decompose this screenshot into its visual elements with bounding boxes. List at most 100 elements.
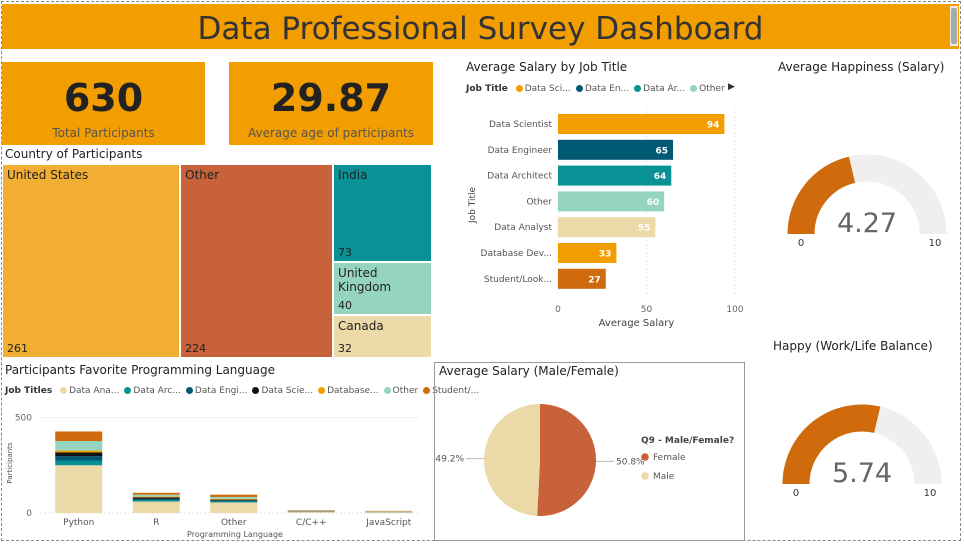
- kpi-label: Average age of participants: [247, 126, 415, 140]
- x-category-label: JavaScript: [365, 518, 412, 528]
- programming-language-title: Participants Favorite Programming Langua…: [5, 363, 275, 377]
- job-title-legend[interactable]: Job Title Data Sci... Data En... Data Ar..…: [466, 84, 725, 94]
- treemap-tile-value: 224: [185, 342, 207, 355]
- x-category-label: Other: [221, 518, 247, 528]
- stack-segment[interactable]: [132, 496, 180, 498]
- y-tick-label: 0: [26, 509, 32, 519]
- treemap-tile-label: Canada: [338, 319, 384, 334]
- dashboard-title: Data Professional Survey Dashboard: [197, 11, 764, 47]
- gauge-max-label: 10: [924, 488, 937, 499]
- x-axis-label: Programming Language: [187, 530, 283, 539]
- legend-swatch: [383, 387, 391, 394]
- legend-item-label[interactable]: Data Sci...: [524, 84, 571, 94]
- legend-item-label[interactable]: Data Engi...: [194, 386, 248, 396]
- stack-segment[interactable]: [365, 512, 413, 513]
- bar[interactable]: [558, 217, 656, 238]
- stack-segment[interactable]: [55, 465, 103, 513]
- stack-segment[interactable]: [132, 497, 180, 499]
- kpi-card-average-age[interactable]: 29.87 Average age of participants: [229, 62, 433, 145]
- gauge-fill[interactable]: [782, 404, 881, 485]
- stack-segment[interactable]: [210, 499, 258, 501]
- bar[interactable]: [558, 191, 665, 212]
- stack-segment[interactable]: [132, 498, 180, 501]
- legend-swatch: [423, 387, 431, 394]
- stack-segment[interactable]: [210, 496, 258, 499]
- happiness-salary-gauge[interactable]: 4.27 0 10: [770, 130, 964, 255]
- treemap-tile[interactable]: Canada 32: [333, 315, 432, 358]
- legend-swatch: [60, 387, 68, 394]
- treemap-tile[interactable]: Other 224: [180, 164, 334, 358]
- pie-legend-label: Male: [653, 472, 675, 482]
- legend-next-arrow-icon[interactable]: ▶: [728, 82, 735, 92]
- treemap-tile[interactable]: United Kingdom 40: [333, 261, 432, 316]
- kpi-card-total-participants[interactable]: 630 Total Participants: [2, 62, 205, 145]
- legend-swatch: [318, 387, 326, 394]
- x-tick-label: 0: [555, 305, 561, 315]
- happiness-worklife-gauge[interactable]: 5.74 0 10: [765, 380, 964, 505]
- legend-swatch: [641, 453, 649, 461]
- legend-item-label[interactable]: Data Ar...: [643, 84, 686, 94]
- stack-segment[interactable]: [210, 500, 258, 502]
- gauge-worklife-title: Happy (Work/Life Balance): [773, 339, 933, 353]
- bar[interactable]: [558, 114, 725, 134]
- bar[interactable]: [558, 268, 606, 289]
- treemap-tile-value: 32: [338, 341, 353, 355]
- treemap-tile-value: 261: [7, 342, 28, 355]
- legend-title: Job Titles: [5, 386, 53, 396]
- legend-item-label[interactable]: Other: [699, 84, 725, 94]
- treemap-tile-label: United States: [7, 168, 89, 182]
- legend-swatch: [185, 387, 193, 394]
- legend-item-label[interactable]: Database...: [327, 386, 379, 396]
- salary-by-job-title: Average Salary by Job Title: [466, 60, 628, 74]
- pie-legend-title: Q9 - Male/Female?: [641, 436, 734, 446]
- bar[interactable]: [558, 165, 672, 186]
- language-stacked-chart[interactable]: 0500PythonROtherC/C++JavaScriptJavaParti…: [0, 400, 432, 542]
- stack-segment[interactable]: [132, 501, 180, 513]
- stack-segment[interactable]: [210, 498, 258, 500]
- treemap-tile[interactable]: India 73: [333, 164, 432, 262]
- stack-segment[interactable]: [55, 456, 103, 461]
- gauge-fill[interactable]: [787, 156, 856, 235]
- bar[interactable]: [558, 243, 617, 263]
- stack-segment[interactable]: [55, 441, 103, 451]
- stack-segment[interactable]: [210, 494, 258, 497]
- bar-data-label: 94: [707, 121, 720, 131]
- stack-segment[interactable]: [55, 460, 103, 466]
- salary-bar-chart[interactable]: 0 50 100 Data Scientist 94 Data Engineer 65 Dat…: [460, 100, 760, 335]
- stack-segment[interactable]: [55, 452, 103, 457]
- stack-segment[interactable]: [287, 512, 335, 513]
- pie-slice[interactable]: [537, 404, 596, 516]
- treemap-tile-label: United Kingdom: [338, 265, 392, 294]
- y-category-label: Student/Look...: [484, 275, 552, 285]
- bar[interactable]: [558, 139, 674, 160]
- legend-item-label[interactable]: Data En...: [584, 84, 630, 94]
- stack-segment[interactable]: [55, 450, 103, 453]
- stack-segment[interactable]: [210, 502, 258, 514]
- legend-item-label[interactable]: Data Ana...: [69, 386, 120, 396]
- pie-legend-label: Female: [653, 453, 686, 463]
- stack-segment[interactable]: [132, 500, 180, 502]
- treemap-tile[interactable]: United States 261: [2, 164, 181, 358]
- stack-segment[interactable]: [132, 492, 180, 495]
- legend-item-label[interactable]: Student/...: [432, 386, 480, 396]
- gender-salary-pie[interactable]: 50.8% Female 49.2% Male Q9 - Male/Female?: [435, 380, 743, 538]
- y-category-label: Data Analyst: [494, 223, 552, 233]
- legend-item-label[interactable]: Data Scie...: [261, 386, 314, 396]
- dashboard-header: Data Professional Survey Dashboard: [2, 4, 959, 49]
- gauge-min-label: 0: [798, 238, 804, 249]
- bar-data-label: 64: [654, 172, 667, 182]
- legend-item-label[interactable]: Data Arc...: [133, 386, 181, 396]
- scrollbar-thumb[interactable]: [951, 8, 957, 44]
- stack-segment[interactable]: [55, 431, 103, 442]
- stack-segment[interactable]: [210, 501, 258, 503]
- legend-item-label[interactable]: Other: [392, 386, 419, 396]
- gender-salary-panel[interactable]: [434, 362, 745, 541]
- x-category-label: R: [153, 518, 159, 528]
- stack-segment[interactable]: [287, 510, 335, 511]
- job-titles-legend[interactable]: Job Titles Data Ana... Data Arc... Data En…: [5, 386, 479, 396]
- stack-segment[interactable]: [132, 494, 180, 497]
- x-axis-label: Average Salary: [599, 318, 675, 329]
- legend-swatch: [690, 85, 698, 92]
- pie-slice[interactable]: [483, 404, 540, 516]
- legend-swatch: [641, 472, 649, 480]
